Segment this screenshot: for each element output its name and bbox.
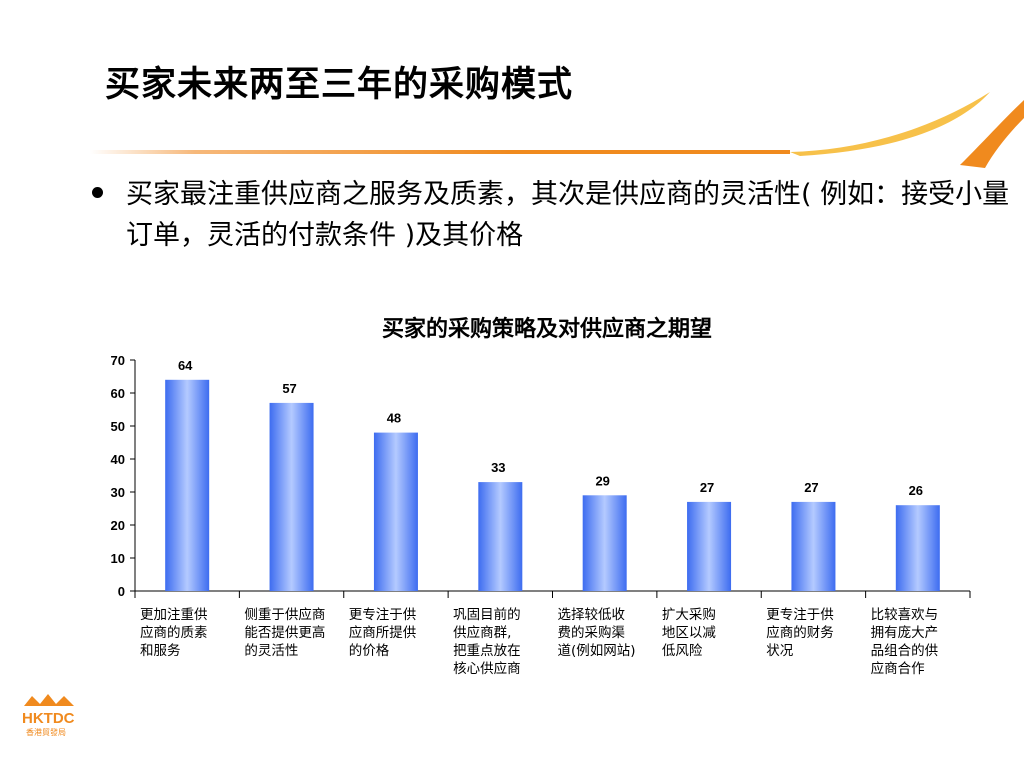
bullet-dot xyxy=(92,187,103,198)
bar xyxy=(791,501,836,591)
bar xyxy=(269,402,314,591)
data-label: 26 xyxy=(909,483,923,498)
data-label: 29 xyxy=(595,473,609,488)
slide-title: 买家未来两至三年的采购模式 xyxy=(105,65,574,105)
bullet-text: 买家最注重供应商之服务及质素，其次是供应商的灵活性( 例如：接受小量订单，灵活的… xyxy=(126,179,1010,251)
logo-text: HKTDC xyxy=(22,710,75,727)
bullet-point: 买家最注重供应商之服务及质素，其次是供应商的灵活性( 例如：接受小量订单，灵活的… xyxy=(92,174,1012,256)
x-tick-label: 比较喜欢与拥有庞大产品组合的供应商合作 xyxy=(871,607,939,677)
data-label: 57 xyxy=(282,381,296,396)
title-underline xyxy=(90,150,790,154)
x-tick-label: 更专注于供应商的财务状况 xyxy=(766,607,834,659)
y-tick-label: 20 xyxy=(111,518,125,533)
y-tick-label: 70 xyxy=(111,353,125,368)
x-tick-label: 巩固目前的供应商群,把重点放在核心供应商 xyxy=(453,606,521,677)
x-tick-label: 侧重于供应商能否提供更高的灵活性 xyxy=(244,606,325,659)
data-label: 48 xyxy=(387,411,401,426)
y-tick-label: 10 xyxy=(111,551,125,566)
chart-title: 买家的采购策略及对供应商之期望 xyxy=(381,317,712,342)
y-tick-label: 60 xyxy=(111,386,125,401)
hktdc-logo: HKTDC 香港貿發局 xyxy=(20,690,80,738)
bar xyxy=(582,495,627,591)
logo-mark-icon: HKTDC 香港貿發局 xyxy=(22,694,75,737)
x-tick-label: 更专注于供应商所提供的价格 xyxy=(349,607,417,659)
bar xyxy=(373,432,418,591)
y-tick-label: 50 xyxy=(111,419,125,434)
bar xyxy=(478,482,523,591)
data-label: 27 xyxy=(804,480,818,495)
data-label: 64 xyxy=(178,358,193,373)
y-tick-label: 30 xyxy=(111,485,125,500)
x-tick-label: 扩大采购地区以减低风险 xyxy=(662,607,716,659)
data-label: 27 xyxy=(700,480,714,495)
data-label: 33 xyxy=(491,460,505,475)
bar xyxy=(687,501,732,591)
bar xyxy=(895,505,940,591)
y-tick-label: 0 xyxy=(118,584,125,599)
swoosh-gold xyxy=(790,92,990,156)
title-decoration xyxy=(90,92,1024,168)
bar xyxy=(165,379,210,591)
logo-subtext: 香港貿發局 xyxy=(26,727,66,737)
x-tick-label: 选择较低收费的采购渠道(例如网站) xyxy=(558,607,636,659)
x-tick-label: 更加注重供应商的质素和服务 xyxy=(140,607,208,659)
swoosh-orange xyxy=(960,100,1024,168)
y-tick-label: 40 xyxy=(111,452,125,467)
